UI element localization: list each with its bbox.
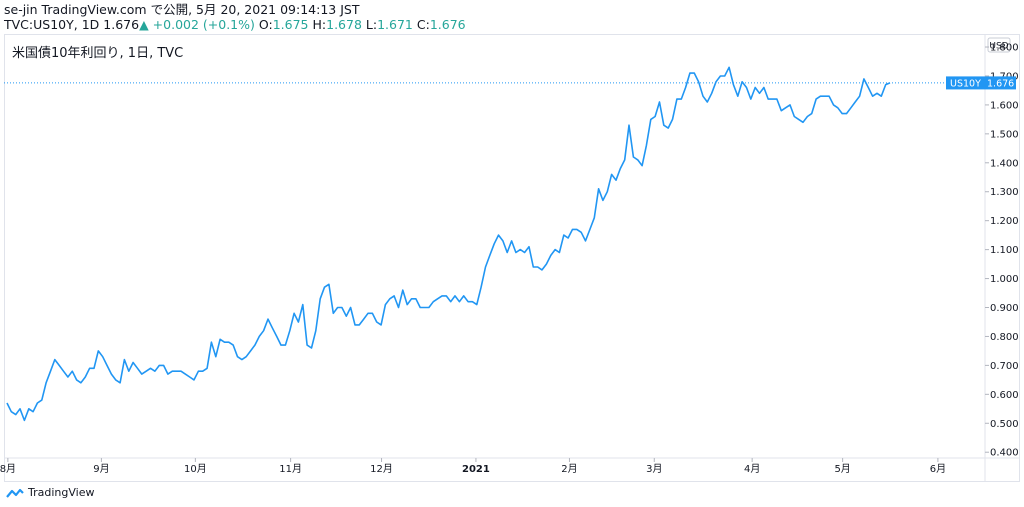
x-tick-label: 10月 [184,463,207,475]
x-tick-label: 2021 [462,464,490,475]
up-arrow-icon: ▲ [139,17,149,32]
y-axis[interactable]: 0.400 0.500 0.600 0.700 0.800 0.900 1.000 1.100… [985,43,1019,459]
close-value: 1.676 [429,17,466,32]
low-value: 1.671 [377,17,413,32]
low-label: L: [365,17,378,32]
brand-label[interactable]: TradingView [28,486,95,499]
series-line-us10y[interactable] [6,66,891,422]
x-tick-label: 2月 [561,463,577,475]
y-tick-label: 1.500 [990,129,1019,140]
y-tick-label: 1.800 [990,43,1019,54]
high-label: H: [312,17,327,32]
close-label: C: [416,17,430,32]
x-tick-label: 3月 [646,463,662,475]
currency-box [987,37,1011,53]
chart-title: 米国債10年利回り, 1日, TVC [12,46,184,61]
y-tick-label: 0.400 [990,448,1019,459]
y-tick-label: 0.700 [990,361,1019,372]
y-tick-label: 1.000 [990,274,1019,285]
y-tick-label: 1.100 [990,245,1019,256]
y-tick-label: 1.400 [990,158,1019,169]
open-value: 1.675 [272,17,309,32]
x-tick-label: 6月 [930,463,946,475]
ohlc-row: TVC:US10Y, 1D 1.676▲ +0.002 (+0.1%) O:1.… [4,17,466,32]
footer: TradingView [6,486,94,499]
y-tick-label: 1.600 [990,100,1019,111]
last-label-symbol: US10Y [950,78,981,89]
x-tick-label: 12月 [370,463,393,475]
x-axis[interactable]: 8月 9月 10月 11月 12月 2021 2月 3月 4月 5月 6月 [0,458,946,475]
symbol-label: TVC:US10Y, 1D [4,17,100,32]
last-label-box [946,76,1016,90]
y-tick-label: 0.800 [990,332,1019,343]
change-value: +0.002 (+0.1%) [152,17,255,32]
y-tick-label: 1.200 [990,216,1019,227]
last-price: 1.676 [103,17,140,32]
y-tick-label: 0.500 [990,419,1019,430]
chart-frame [4,34,1020,482]
tradingview-logo-icon [6,488,24,498]
y-tick-label: 1.300 [990,187,1019,198]
high-value: 1.678 [326,17,362,32]
open-label: O: [258,17,273,32]
x-tick-label: 5月 [834,463,850,475]
x-tick-label: 11月 [279,463,302,475]
x-tick-label: 9月 [93,463,109,475]
chart-header: se-jin TradingView.com で公開, 5月 20, 2021 … [4,2,466,32]
y-tick-label: 0.600 [990,390,1019,401]
x-tick-label: 8月 [0,463,16,475]
currency-label: USD [989,42,1008,52]
y-tick-label: 0.900 [990,303,1019,314]
publish-info: se-jin TradingView.com で公開, 5月 20, 2021 … [4,2,360,17]
last-label-value: 1.676 [987,78,1014,89]
x-tick-label: 4月 [744,463,760,475]
